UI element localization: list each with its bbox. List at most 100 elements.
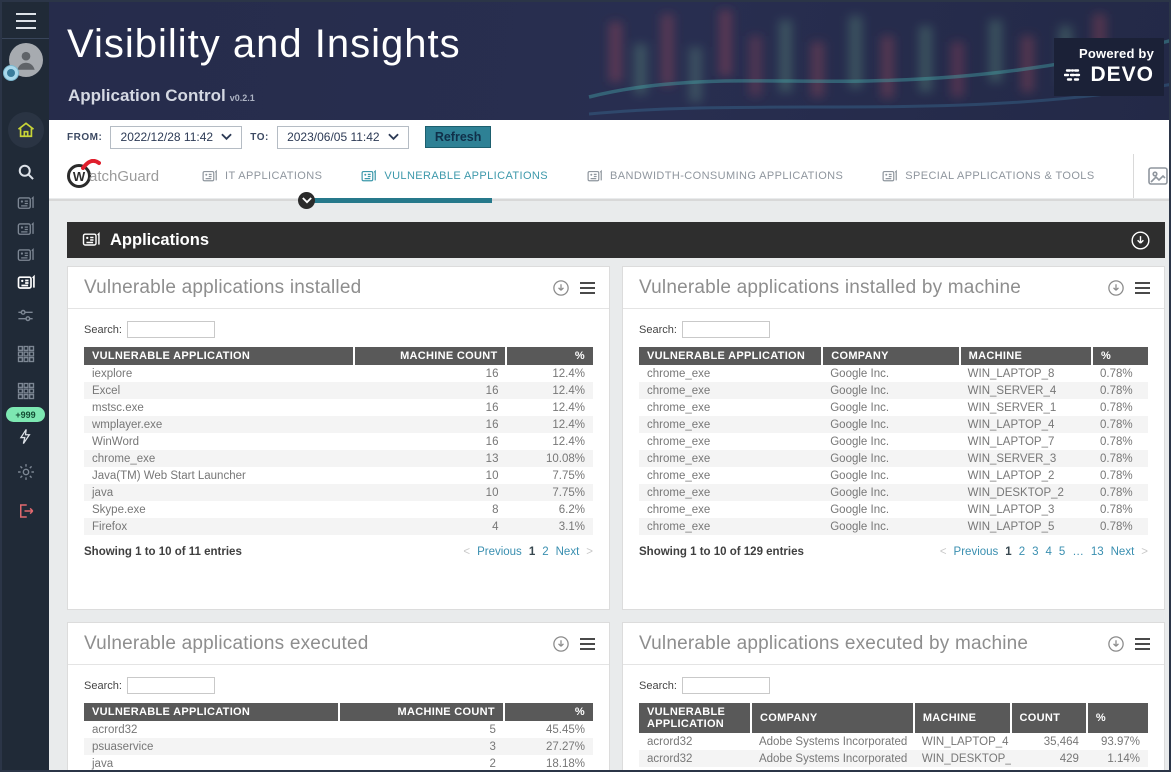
pagination-page-13[interactable]: 13 — [1090, 546, 1104, 558]
column-header[interactable]: COMPANY — [822, 347, 961, 365]
devo-brand: DEVO — [1090, 63, 1154, 86]
sidebar-item-grid-1[interactable] — [2, 342, 49, 366]
user-avatar[interactable] — [2, 42, 49, 81]
tab-special-applications-tools[interactable]: SPECIAL APPLICATIONS & TOOLS — [881, 168, 1094, 185]
panel-download-button[interactable] — [1107, 635, 1125, 653]
tab-label: BANDWIDTH-CONSUMING APPLICATIONS — [610, 170, 844, 182]
sidebar-item-logout[interactable] — [2, 500, 49, 522]
column-header[interactable]: COUNT — [1010, 703, 1088, 733]
gear-icon — [17, 464, 34, 480]
sidebar-item-apps-1[interactable] — [2, 192, 49, 214]
column-header[interactable]: % — [1091, 347, 1148, 365]
tab-indicator-active — [307, 198, 492, 203]
pagination-page-2[interactable]: 2 — [1018, 546, 1026, 558]
search-input[interactable] — [681, 677, 770, 694]
panel-vulnerable-applications-executed-by-machine: Vulnerable applications executed by mach… — [622, 622, 1165, 770]
page-title: Visibility and Insights — [67, 22, 461, 66]
section-download-button[interactable] — [1130, 230, 1151, 251]
pagination-next[interactable]: Next — [1110, 546, 1135, 558]
panel-vulnerable-applications-executed: Vulnerable applications executed Search:… — [67, 622, 610, 770]
sidebar-item-search[interactable] — [2, 160, 49, 184]
panel-download-button[interactable] — [1107, 279, 1125, 297]
table-row: psuaservice 3 27.27% — [84, 738, 593, 755]
pagination-page-1[interactable]: 1 — [528, 546, 536, 558]
sidebar-item-apps-3[interactable] — [2, 244, 49, 266]
sidebar-item-filters[interactable] — [2, 304, 49, 326]
tab-bar: W atchGuard IT APPLICATIONS VULNERABLE A… — [49, 154, 1169, 198]
download-circle-icon — [1131, 230, 1150, 250]
table-row: chrome_exe Google Inc. WIN_SERVER_1 0.78% — [647, 401, 1133, 414]
pagination-previous[interactable]: Previous — [477, 546, 522, 558]
panel-menu-button[interactable] — [1135, 637, 1150, 650]
chevron-left-icon[interactable]: < — [939, 546, 947, 558]
refresh-button[interactable]: Refresh — [424, 126, 492, 148]
showing-entries-text: Showing 1 to 10 of 129 entries — [639, 546, 804, 558]
download-circle-icon — [553, 635, 569, 652]
tab-it-applications[interactable]: IT APPLICATIONS — [201, 168, 322, 185]
to-label: TO: — [250, 131, 269, 143]
panel-download-button[interactable] — [552, 635, 570, 653]
to-date-dropdown[interactable]: 2023/06/05 11:42 — [276, 125, 409, 149]
search-label: Search: — [639, 679, 677, 692]
watchguard-w-mark: W — [67, 164, 91, 188]
column-header[interactable]: MACHINE — [913, 703, 1012, 733]
from-label: FROM: — [67, 131, 103, 143]
search-input[interactable] — [126, 677, 215, 694]
column-header[interactable]: MACHINE COUNT — [338, 703, 505, 721]
pagination-page-5[interactable]: 5 — [1058, 546, 1066, 558]
watchguard-red-swoosh — [81, 159, 101, 170]
sidebar-item-home[interactable] — [2, 112, 49, 148]
table-row: WinWord 16 12.4% — [92, 435, 585, 448]
table-row: chrome_exe Google Inc. WIN_DESKTOP_2 0.78% — [639, 484, 1148, 501]
pagination-next[interactable]: Next — [555, 546, 580, 558]
panel-menu-button[interactable] — [580, 637, 595, 650]
menu-hamburger-icon[interactable] — [2, 8, 49, 34]
chevron-left-icon[interactable]: < — [463, 546, 471, 558]
chevron-down-icon — [221, 133, 232, 141]
column-header[interactable]: % — [503, 703, 593, 721]
chevron-right-icon[interactable]: > — [586, 546, 593, 558]
sidebar-item-grid-2[interactable] — [2, 379, 49, 403]
search-label: Search: — [84, 323, 122, 336]
table-row: java 10 7.75% — [84, 484, 593, 501]
panel-menu-button[interactable] — [580, 281, 595, 294]
search-input[interactable] — [681, 321, 770, 338]
panel-download-button[interactable] — [552, 279, 570, 297]
pagination-page-1[interactable]: 1 — [1005, 546, 1012, 558]
column-header[interactable]: % — [506, 347, 593, 365]
pagination-page-2[interactable]: 2 — [542, 546, 549, 558]
column-header[interactable]: % — [1086, 703, 1148, 733]
pagination-page-4[interactable]: 4 — [1045, 546, 1052, 558]
chevron-right-icon[interactable]: > — [1141, 546, 1148, 558]
column-header[interactable]: VULNERABLE APPLICATION — [84, 703, 340, 721]
pagination-page-3[interactable]: 3 — [1032, 546, 1039, 558]
tab-bandwidth-consuming-applications[interactable]: BANDWIDTH-CONSUMING APPLICATIONS — [586, 168, 843, 185]
panel-menu-button[interactable] — [1135, 281, 1150, 294]
sidebar-item-apps-active[interactable] — [2, 272, 49, 294]
tab-indicator-knob[interactable] — [298, 192, 315, 209]
column-header[interactable]: VULNERABLE APPLICATION — [639, 703, 752, 733]
from-date-dropdown[interactable]: 2022/12/28 11:42 — [110, 125, 243, 149]
column-header[interactable]: VULNERABLE APPLICATION — [84, 347, 355, 365]
column-header[interactable]: MACHINE COUNT — [353, 347, 508, 365]
tab-vulnerable-applications[interactable]: VULNERABLE APPLICATIONS — [360, 168, 548, 185]
column-header[interactable]: VULNERABLE APPLICATION — [639, 347, 824, 365]
watchguard-wordmark: atchGuard — [89, 167, 160, 185]
pagination-previous[interactable]: Previous — [953, 546, 999, 558]
column-header[interactable]: COMPANY — [750, 703, 915, 733]
search-input[interactable] — [126, 321, 215, 338]
column-header[interactable]: MACHINE — [959, 347, 1093, 365]
grid-icon — [17, 382, 34, 400]
sidebar-item-settings[interactable] — [2, 460, 49, 484]
panel-title: Vulnerable applications executed — [84, 632, 369, 654]
app-card-icon — [17, 274, 35, 289]
search-icon — [18, 164, 34, 180]
table-row: acrord32 5 45.45% — [92, 723, 585, 736]
table-row: mstsc.exe 16 12.4% — [92, 401, 585, 414]
avatar-status-badge — [2, 65, 19, 81]
chevron-down-icon — [387, 133, 399, 141]
tab-label: VULNERABLE APPLICATIONS — [384, 170, 549, 182]
sidebar-item-activity[interactable] — [2, 425, 49, 447]
sidebar-item-apps-2[interactable] — [2, 218, 49, 240]
export-image-button[interactable] — [1146, 164, 1169, 188]
